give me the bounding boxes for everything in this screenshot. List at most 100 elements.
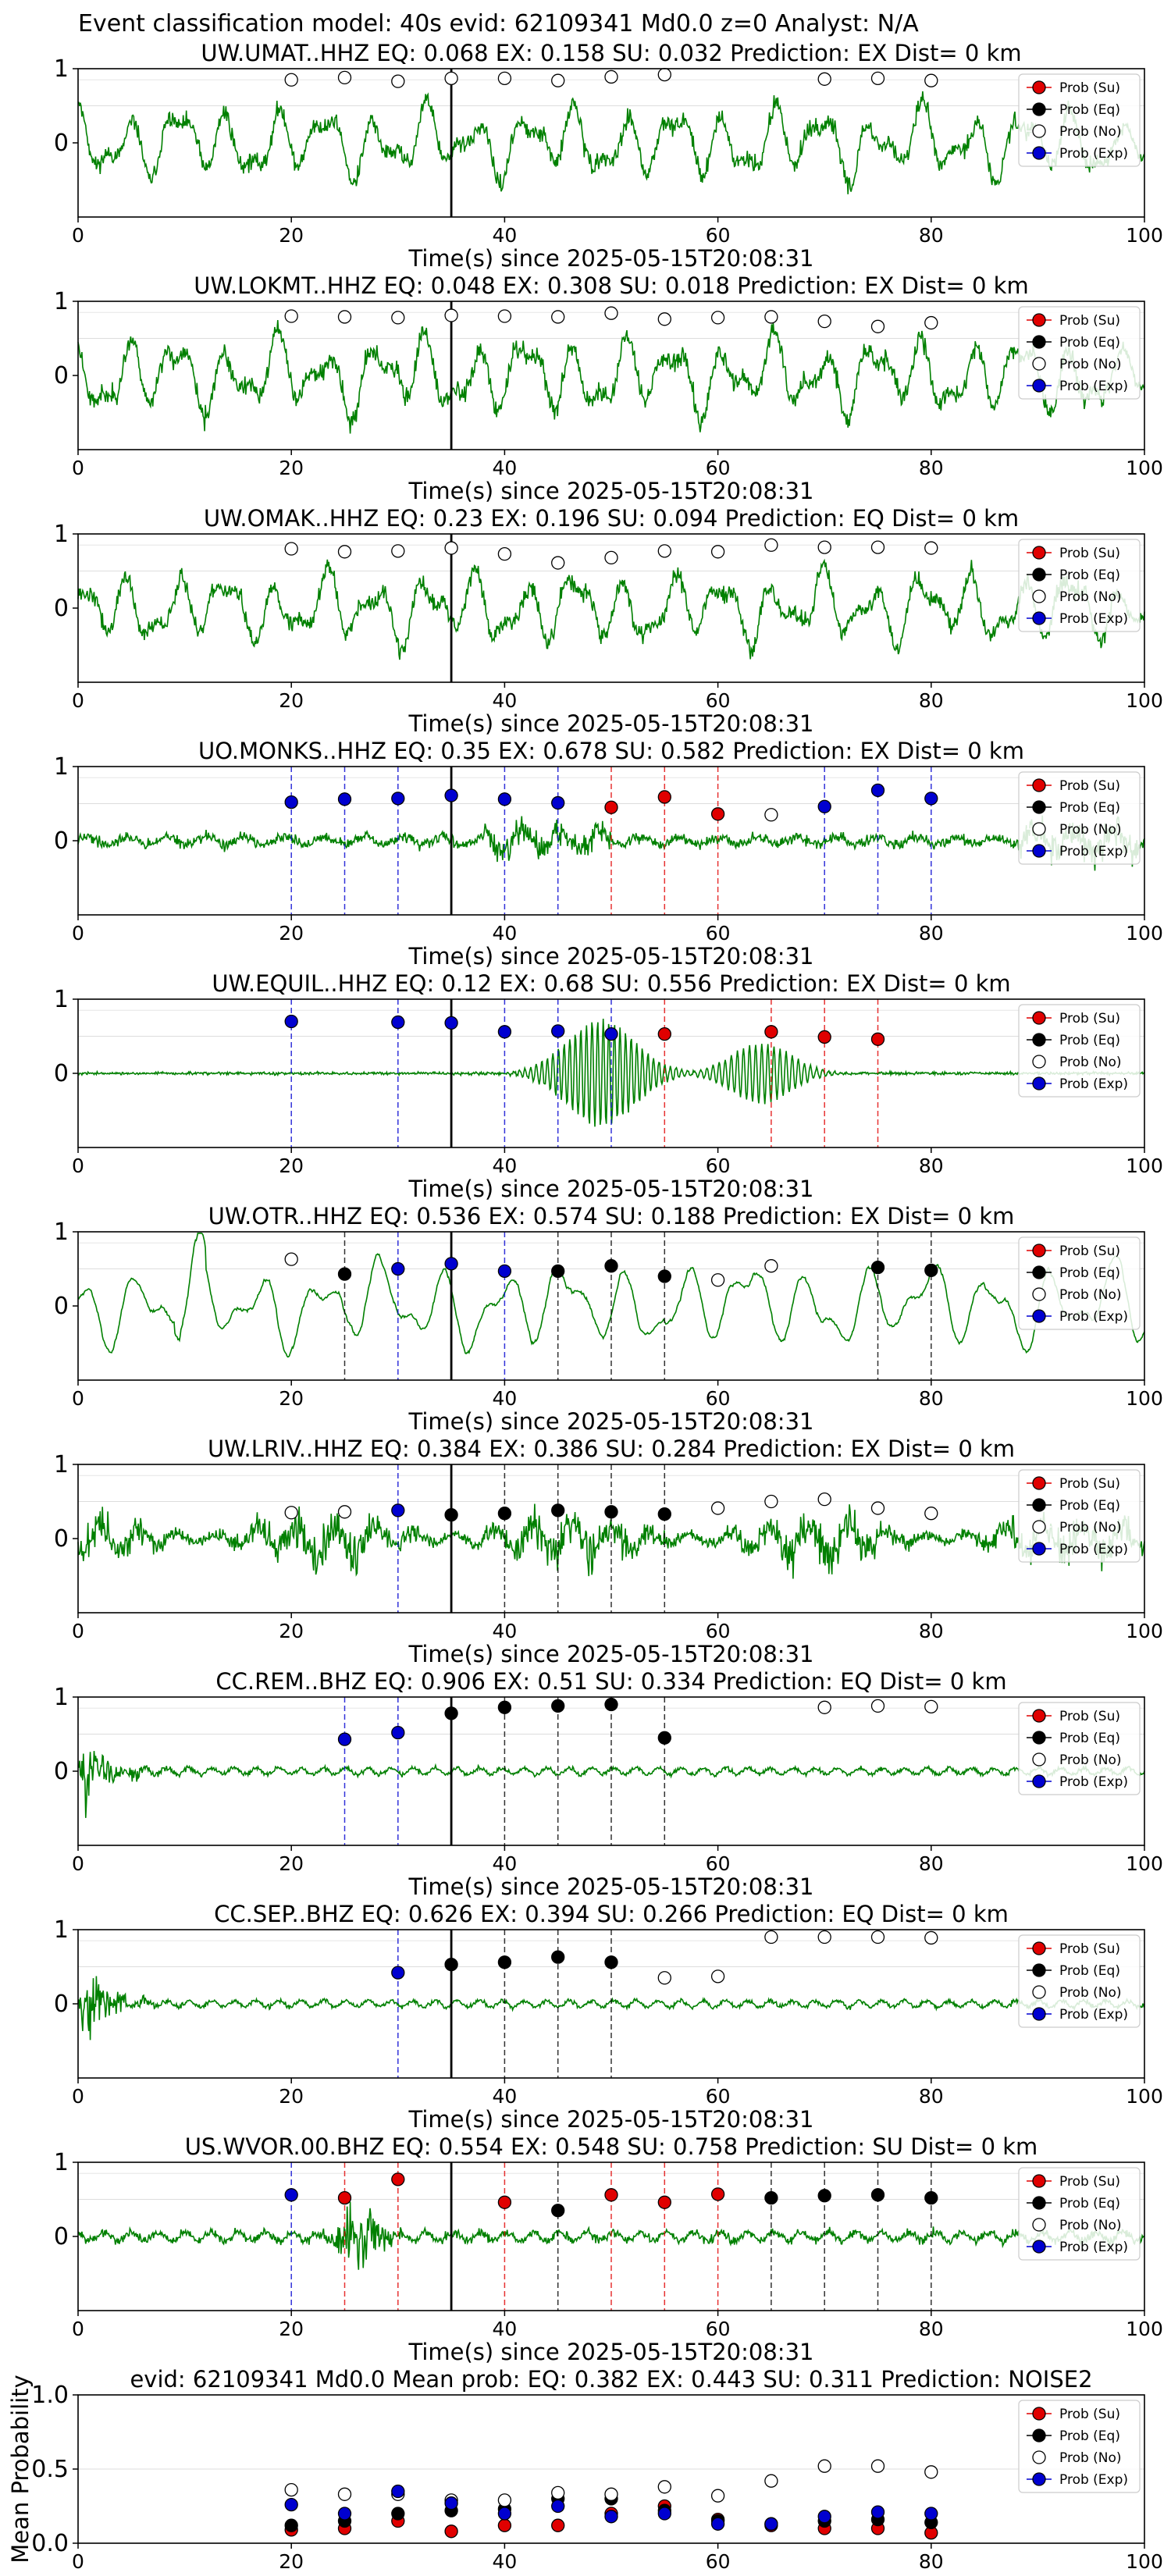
probability-point [444, 541, 458, 555]
probability-point [391, 1503, 405, 1517]
probability-point [337, 2190, 352, 2205]
legend-label: Prob (Su) [1059, 1244, 1120, 1259]
probability-point [764, 1025, 778, 1039]
legend-label: Prob (Eq) [1059, 568, 1120, 583]
probability-point [710, 311, 725, 325]
probability-point [391, 311, 405, 325]
probability-point [604, 306, 618, 320]
probability-point [444, 1257, 458, 1271]
legend-label: Prob (Eq) [1059, 2196, 1120, 2211]
x-tick-label: 40 [492, 2085, 517, 2108]
probability-point [657, 1971, 671, 1985]
probability-point [284, 1252, 298, 1266]
legend-marker [1032, 313, 1046, 327]
legend-box [1018, 771, 1141, 865]
legend-marker [1032, 1963, 1046, 1977]
panel-title: UW.UMAT..HHZ EQ: 0.068 EX: 0.158 SU: 0.0… [201, 40, 1021, 66]
legend-marker [1032, 2428, 1046, 2443]
x-tick-label: 80 [919, 689, 944, 712]
x-tick-label: 80 [919, 2085, 944, 2108]
probability-point [551, 73, 565, 87]
x-tick-label: 100 [1126, 1620, 1163, 1642]
legend-marker [1032, 1941, 1046, 1955]
probability-point [551, 1024, 565, 1038]
probability-point [337, 70, 352, 85]
probability-point [497, 1955, 512, 1969]
x-tick-label: 100 [1126, 1387, 1163, 1410]
x-tick-label: 100 [1126, 1155, 1163, 1177]
panel-title: UW.OTR..HHZ EQ: 0.536 EX: 0.574 SU: 0.18… [208, 1203, 1015, 1229]
probability-point [337, 2487, 352, 2501]
x-axis-label: Time(s) since 2025-05-15T20:08:31 [408, 710, 814, 737]
probability-point [924, 2190, 938, 2205]
x-tick-label: 60 [706, 224, 731, 247]
probability-point [284, 2497, 298, 2512]
legend-box [1018, 1469, 1141, 1563]
axes-frame [77, 301, 1145, 450]
legend-label: Prob (No) [1059, 124, 1122, 140]
probability-point [284, 1014, 298, 1029]
x-tick-label: 20 [279, 689, 304, 712]
probability-point [870, 2505, 885, 2519]
probability-point [604, 1505, 618, 1519]
probability-point [870, 1699, 885, 1713]
x-tick-label: 60 [706, 2318, 731, 2340]
probability-point [337, 792, 352, 806]
probability-point [817, 2189, 831, 2203]
x-axis-label: Time(s) since 2025-05-15T20:08:31 [408, 245, 814, 272]
probability-point [551, 2518, 565, 2532]
probability-point [444, 1706, 458, 1720]
legend-label: Prob (Su) [1059, 1941, 1120, 1957]
legend-box [1018, 1004, 1141, 1098]
legend-label: Prob (Exp) [1059, 146, 1128, 162]
probability-point [497, 2507, 512, 2521]
probability-point [870, 540, 885, 554]
probability-point [284, 795, 298, 809]
legend-label: Prob (Eq) [1059, 1731, 1120, 1746]
probability-point [870, 1930, 885, 1944]
legend-label: Prob (Eq) [1059, 2428, 1120, 2444]
panel-title: UW.LOKMT..HHZ EQ: 0.048 EX: 0.308 SU: 0.… [194, 272, 1028, 299]
x-tick-label: 0 [72, 2318, 84, 2340]
x-tick-label: 0 [72, 2085, 84, 2108]
probability-point [657, 544, 671, 558]
legend-box [1018, 73, 1141, 167]
legend-label: Prob (Eq) [1059, 1963, 1120, 1979]
probability-point [551, 795, 565, 810]
chart-panel: UW.UMAT..HHZ EQ: 0.068 EX: 0.158 SU: 0.0… [54, 40, 1163, 272]
probability-point [497, 2493, 512, 2507]
legend-marker [1032, 1244, 1046, 1258]
probability-point [817, 1493, 831, 1507]
legend-marker [1032, 1287, 1046, 1301]
probability-point [924, 1930, 938, 1945]
y-tick-label: 0 [54, 1293, 69, 1320]
legend-label: Prob (No) [1059, 1752, 1122, 1768]
legend-marker [1032, 379, 1046, 393]
probability-point [551, 1699, 565, 1713]
y-tick-label: 0 [54, 362, 69, 390]
probability-point [337, 310, 352, 324]
probability-point [337, 1267, 352, 1281]
probability-point [497, 2518, 512, 2532]
probability-point [497, 792, 512, 806]
legend-marker [1032, 1985, 1046, 1999]
probability-point [924, 1263, 938, 1278]
probability-point [924, 2465, 938, 2479]
probability-point [391, 2484, 405, 2499]
y-tick-label: 1.0 [31, 2382, 69, 2409]
probability-point [870, 1501, 885, 1515]
probability-point [444, 2524, 458, 2539]
x-tick-label: 20 [279, 922, 304, 945]
legend-label: Prob (Eq) [1059, 335, 1120, 350]
probability-point [551, 2485, 565, 2500]
probability-point [444, 1957, 458, 1972]
legend-label: Prob (Exp) [1059, 611, 1128, 627]
y-tick-label: 1 [54, 753, 69, 781]
x-tick-label: 20 [279, 2085, 304, 2108]
x-tick-label: 60 [706, 922, 731, 945]
probability-point [710, 1969, 725, 1984]
probability-point [817, 1930, 831, 1944]
legend-marker [1032, 611, 1046, 625]
x-tick-label: 40 [492, 922, 517, 945]
y-tick-label: 1 [54, 1916, 69, 1944]
